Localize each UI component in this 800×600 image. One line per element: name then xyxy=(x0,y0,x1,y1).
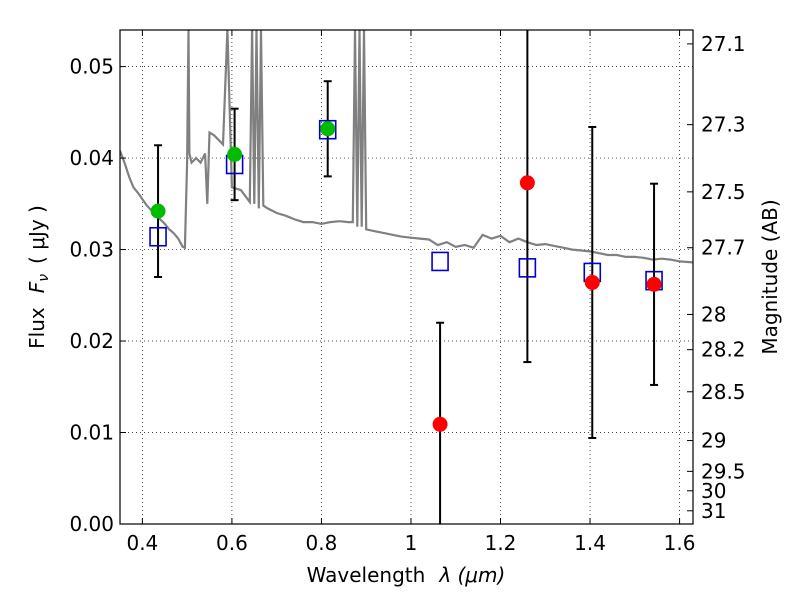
observed-flux-point xyxy=(320,121,336,137)
y-tick-label: 0.00 xyxy=(69,512,114,536)
y2-tick-label: 27.1 xyxy=(701,32,746,56)
y2-tick-label: 27.7 xyxy=(701,236,746,260)
y-tick-label: 0.03 xyxy=(69,238,114,262)
y2-tick-label: 28.5 xyxy=(701,380,746,404)
x-tick-label: 0.8 xyxy=(306,531,338,555)
model-flux-square xyxy=(318,119,337,140)
x-tick-label: 0.6 xyxy=(216,531,248,555)
x-axis-title: Wavelength λ (μm) xyxy=(307,563,506,587)
observed-flux-point xyxy=(432,416,448,432)
y2-tick-label: 31 xyxy=(701,499,726,523)
y-tick-label: 0.02 xyxy=(69,329,114,353)
y2-tick-label: 27.5 xyxy=(701,180,746,204)
observed-flux-point xyxy=(646,276,662,292)
y2-tick-label: 28.2 xyxy=(701,338,746,362)
x-tick-label: 1.6 xyxy=(664,531,696,555)
axis-ticks: 0.4 0.6 0.8 1 1.2 1.4 1.6 0.00 0.01 0.02 0.03 0.04 0… xyxy=(69,30,746,555)
model-flux-square xyxy=(431,251,449,272)
y2-tick-label: 29 xyxy=(701,429,726,453)
model-flux-square xyxy=(149,226,167,247)
y-tick-label: 0.01 xyxy=(69,421,114,445)
model-spectrum-line xyxy=(120,30,693,264)
y-axis-title: FluxFν( μJy ) xyxy=(25,205,52,349)
observed-flux-point xyxy=(519,175,535,191)
y2-tick-label: 27.3 xyxy=(701,113,746,137)
y-tick-label: 0.04 xyxy=(69,146,114,170)
x-tick-label: 1.2 xyxy=(485,531,517,555)
model-flux-square xyxy=(518,258,537,278)
plot-area xyxy=(120,30,693,524)
x-tick-label: 0.4 xyxy=(126,531,158,555)
observed-flux-point xyxy=(227,146,243,162)
y2-tick-label: 29.5 xyxy=(701,459,746,483)
plot-frame xyxy=(119,29,694,525)
observed-flux-point xyxy=(150,203,166,219)
observed-flux-point xyxy=(584,274,600,290)
y-tick-label: 0.05 xyxy=(69,55,114,79)
y2-tick-label: 30 xyxy=(701,479,726,503)
y2-axis-title: Magnitude (AB) xyxy=(758,199,782,354)
x-tick-label: 1 xyxy=(405,531,418,555)
x-tick-label: 1.4 xyxy=(574,531,606,555)
y2-tick-label: 28 xyxy=(701,302,726,326)
